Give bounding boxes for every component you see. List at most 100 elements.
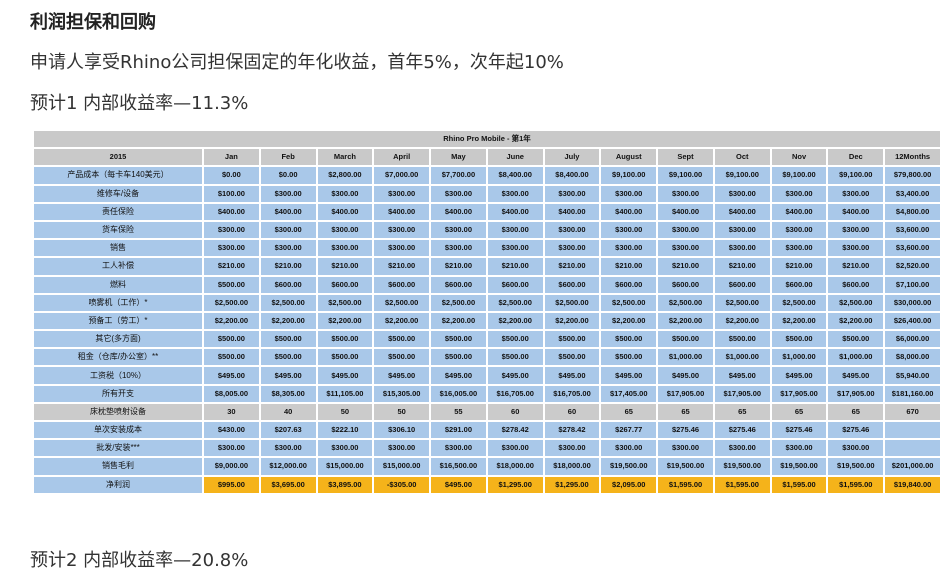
table-cell: $18,000.00 — [487, 458, 543, 475]
table-cell: $19,500.00 — [771, 458, 827, 475]
table-cell: $300.00 — [828, 240, 884, 257]
table-cell: $26,400.00 — [885, 312, 940, 330]
table-cell: $300.00 — [431, 185, 486, 202]
table-cell: $17,905.00 — [714, 385, 770, 402]
row-label: 产品成本（每卡车140美元） — [34, 167, 202, 184]
table-cell: $15,000.00 — [374, 458, 430, 475]
table-cell: $19,500.00 — [601, 458, 657, 475]
table-cell: $300.00 — [317, 240, 373, 257]
table-cell: $500.00 — [601, 349, 657, 366]
table-cell: $2,500.00 — [260, 294, 316, 311]
table-cell: $500.00 — [204, 349, 259, 366]
header-cell: Dec — [828, 149, 884, 166]
table-cell: $400.00 — [601, 203, 657, 220]
table-cell: $495.00 — [204, 367, 259, 384]
table-cell: $600.00 — [374, 276, 430, 293]
row-label: 销售毛利 — [34, 458, 202, 475]
table-cell: $300.00 — [260, 440, 316, 457]
table-cell: $17,905.00 — [771, 385, 827, 402]
table-cell: $400.00 — [714, 203, 770, 220]
table-cell: $995.00 — [204, 476, 259, 493]
table-cell: $9,100.00 — [771, 167, 827, 184]
table-cell: $300.00 — [431, 221, 486, 239]
table-cell: $9,100.00 — [828, 167, 884, 184]
table-cell: $600.00 — [317, 276, 373, 293]
table-cell: 65 — [771, 403, 827, 420]
table-cell: $300.00 — [714, 185, 770, 202]
table-cell: $300.00 — [771, 240, 827, 257]
table-row: 工人补偿 $210.00 $210.00 $210.00 $210.00 $210.00 $… — [34, 258, 940, 275]
table-cell: $9,000.00 — [204, 458, 259, 475]
table-cell: $2,200.00 — [601, 312, 657, 330]
table-cell: $2,500.00 — [317, 294, 373, 311]
table-cell: $210.00 — [260, 258, 316, 275]
projection-2-irr: 预计2 内部收益率—20.8% — [30, 550, 249, 571]
table-cell: $210.00 — [771, 258, 827, 275]
table-cell: $19,500.00 — [658, 458, 713, 475]
row-label: 其它(多方面) — [34, 331, 202, 348]
table-cell: $2,800.00 — [317, 167, 373, 184]
table-cell: $300.00 — [544, 221, 600, 239]
table-cell: $600.00 — [431, 276, 486, 293]
table-cell: $19,500.00 — [714, 458, 770, 475]
table-cell: $500.00 — [374, 349, 430, 366]
table-cell: $1,000.00 — [771, 349, 827, 366]
row-label: 所有开支 — [34, 385, 202, 402]
table-cell: $300.00 — [658, 185, 713, 202]
table-cell: $300.00 — [601, 185, 657, 202]
table-cell: $495.00 — [431, 476, 486, 493]
table-cell: $400.00 — [374, 203, 430, 220]
row-label: 净利润 — [34, 476, 202, 493]
table-cell: $2,095.00 — [601, 476, 657, 493]
table-cell: $495.00 — [487, 367, 543, 384]
table-cell: $1,595.00 — [658, 476, 713, 493]
table-cell: $201,000.00 — [885, 458, 940, 475]
table-cell: $300.00 — [487, 221, 543, 239]
header-cell: Oct — [714, 149, 770, 166]
table-cell: $300.00 — [828, 221, 884, 239]
table-cell: $300.00 — [260, 185, 316, 202]
table-cell: $2,200.00 — [260, 312, 316, 330]
header-cell: April — [374, 149, 430, 166]
guarantee-description: 申请人享受Rhino公司担保固定的年化收益，首年5%，次年起10% — [30, 52, 564, 73]
table-cell: $16,705.00 — [487, 385, 543, 402]
table-cell: $7,700.00 — [431, 167, 486, 184]
table-cell: $1,595.00 — [714, 476, 770, 493]
table-cell: $495.00 — [658, 367, 713, 384]
table-cell: $2,500.00 — [601, 294, 657, 311]
table-cell: $1,000.00 — [658, 349, 713, 366]
table-cell: $2,500.00 — [431, 294, 486, 311]
table-cell: $300.00 — [601, 221, 657, 239]
table-cell: $2,500.00 — [544, 294, 600, 311]
table-row: 租金（仓库/办公室）** $500.00 $500.00 $500.00 $500.00… — [34, 349, 940, 366]
table-row: 产品成本（每卡车140美元） $0.00 $0.00 $2,800.00 $7,000.… — [34, 167, 940, 184]
table-cell: $5,940.00 — [885, 367, 940, 384]
table-cell: $300.00 — [204, 440, 259, 457]
table-cell: 60 — [487, 403, 543, 420]
table-cell: $300.00 — [431, 440, 486, 457]
table-cell: $500.00 — [544, 349, 600, 366]
table-cell: $2,500.00 — [487, 294, 543, 311]
table-cell: $500.00 — [260, 331, 316, 348]
net-profit-row: 净利润 $995.00 $3,695.00 $3,895.00 -$305.00 $495… — [34, 476, 940, 493]
table-cell: $2,200.00 — [487, 312, 543, 330]
table-cell: $278.42 — [544, 422, 600, 439]
table-cell: $600.00 — [601, 276, 657, 293]
table-cell: $3,400.00 — [885, 185, 940, 202]
table-cell: $495.00 — [260, 367, 316, 384]
table-cell: $500.00 — [431, 331, 486, 348]
projection-1-irr: 预计1 内部收益率—11.3% — [30, 93, 249, 114]
table-cell: $30,000.00 — [885, 294, 940, 311]
table-cell: $2,500.00 — [771, 294, 827, 311]
table-cell: 65 — [828, 403, 884, 420]
table-cell: $400.00 — [771, 203, 827, 220]
table-cell: $300.00 — [544, 240, 600, 257]
table-cell: $8,005.00 — [204, 385, 259, 402]
table-cell: $300.00 — [487, 440, 543, 457]
table-cell: $16,500.00 — [431, 458, 486, 475]
table-cell — [885, 422, 940, 439]
table-cell: $300.00 — [317, 440, 373, 457]
header-cell: March — [317, 149, 373, 166]
table-cell: $210.00 — [204, 258, 259, 275]
table-cell: $300.00 — [374, 221, 430, 239]
